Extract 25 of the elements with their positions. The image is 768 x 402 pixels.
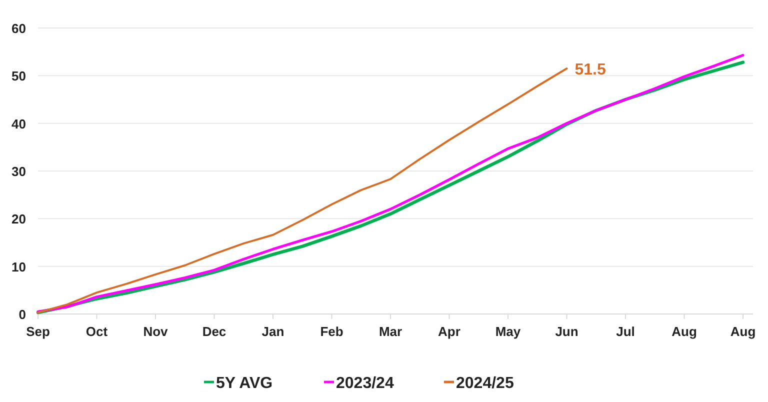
x-tick-label: Sep [26, 324, 50, 339]
legend-label: 5Y AVG [216, 375, 273, 392]
x-tick-label: Jun [555, 324, 578, 339]
y-tick-label: 40 [12, 116, 26, 132]
y-tick-label: 10 [12, 259, 26, 274]
x-tick-label: Dec [202, 324, 226, 339]
x-tick-label: Oct [86, 324, 108, 339]
x-tick-label: Feb [320, 324, 344, 339]
legend-label: 2023/24 [336, 375, 394, 392]
annotation: 51.5 [574, 62, 606, 79]
legend-label: 2024/25 [456, 375, 514, 392]
x-tick-label: Aug [672, 324, 697, 339]
x-tick-label: Apr [438, 324, 460, 339]
x-tick-label: Jul [616, 324, 635, 339]
x-tick-label: Nov [143, 324, 169, 339]
line-series [37, 68, 568, 314]
x-tick-label: Aug [730, 324, 756, 339]
y-tick-label: 20 [12, 212, 26, 227]
y-tick-label: 50 [12, 68, 26, 84]
y-tick-label: 30 [12, 164, 26, 179]
x-tick-label: Mar [378, 324, 402, 339]
x-tick-label: May [495, 324, 522, 339]
y-tick-label: 60 [12, 21, 26, 36]
x-tick-label: Jan [262, 324, 284, 339]
y-tick-label: 0 [18, 307, 26, 322]
